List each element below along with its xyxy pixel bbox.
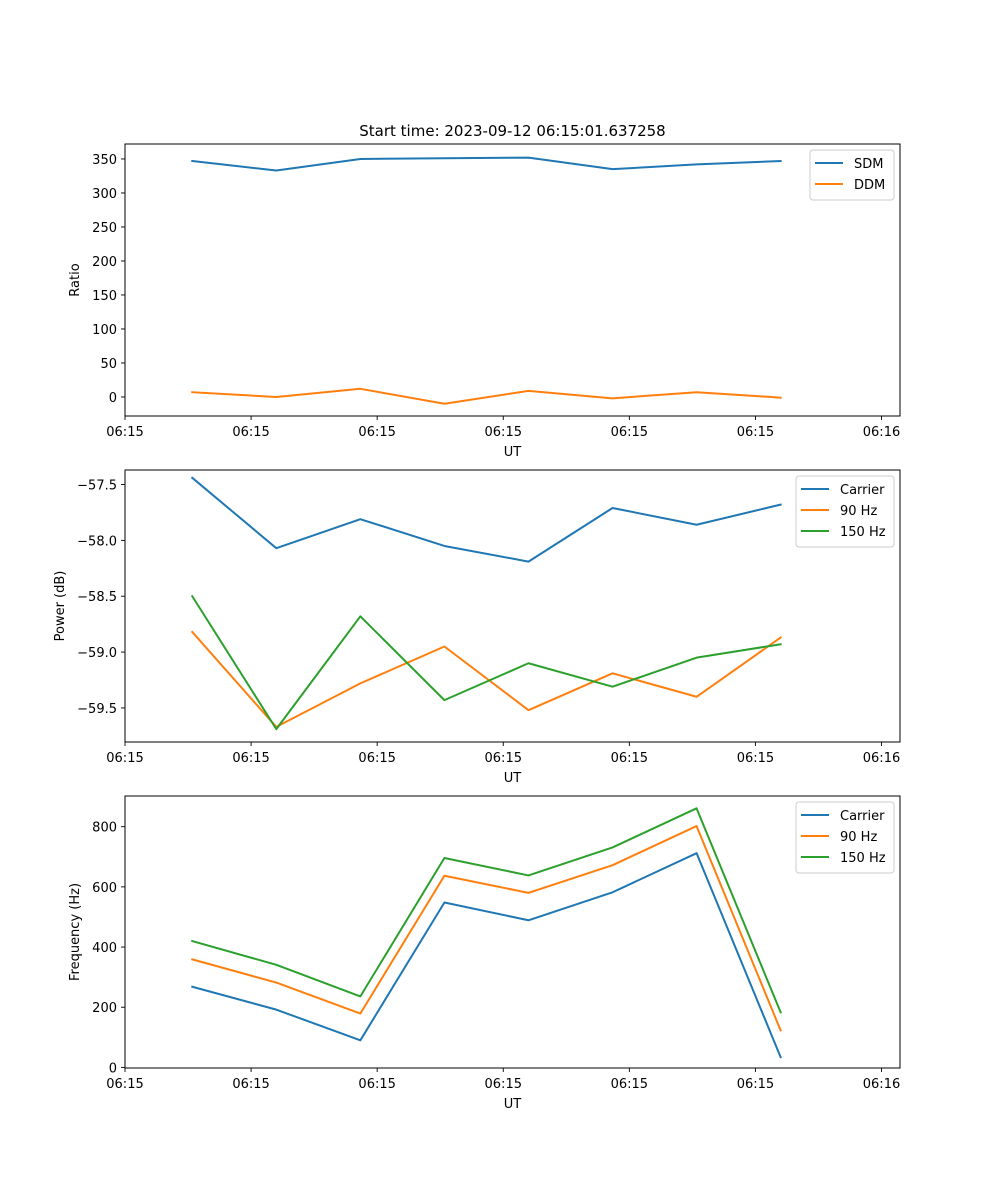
x-tick-label: 06:16 [863, 751, 900, 766]
y-tick-label: 0 [109, 391, 117, 406]
chart-panel-1: 06:15 06:15 06:15 06:15 06:15 06:15 06:16 0 50 10… [68, 143, 901, 460]
legend: SDM DDM [809, 149, 895, 201]
y-tick-label: 150 [92, 289, 117, 304]
x-tick-label: 06:15 [106, 751, 143, 766]
y-tick-label: −57.5 [77, 479, 117, 494]
x-tick-label: 06:15 [737, 425, 774, 440]
x-axis-label: UT [504, 1097, 522, 1112]
x-tick-label: 06:15 [485, 751, 522, 766]
x-axis-label: UT [504, 445, 522, 460]
legend: Carrier 90 Hz 150 Hz [795, 475, 895, 548]
charts-container: 06:15 06:15 06:15 06:15 06:15 06:15 06:16 0 50 10… [53, 143, 901, 1112]
x-tick-label: 06:15 [611, 751, 648, 766]
y-tick-label: 0 [109, 1061, 117, 1076]
series-line-90-hz [190, 630, 783, 728]
y-tick-label: 50 [100, 357, 117, 372]
x-tick-label: 06:15 [358, 751, 395, 766]
series-line-carrier [191, 852, 782, 1059]
y-tick-label: 400 [92, 941, 117, 956]
legend-label: Carrier [840, 809, 885, 824]
series-line-150-hz [190, 594, 782, 731]
legend: Carrier 90 Hz 150 Hz [795, 801, 895, 874]
y-axis-label: Power (dB) [53, 571, 68, 642]
legend-label: 150 Hz [840, 851, 886, 866]
x-tick-label: 06:15 [737, 751, 774, 766]
y-tick-label: 200 [92, 255, 117, 270]
x-tick-label: 06:16 [863, 425, 900, 440]
y-tick-label: −58.0 [77, 534, 117, 549]
y-tick-label: −59.0 [77, 646, 117, 661]
axes-frame [124, 143, 901, 417]
y-tick-label: 250 [92, 221, 117, 236]
y-tick-label: 350 [92, 153, 117, 168]
y-tick-label: 800 [92, 821, 117, 836]
legend-label: DDM [854, 178, 885, 193]
x-tick-label: 06:15 [485, 425, 522, 440]
chart-panel-3: 06:15 06:15 06:15 06:15 06:15 06:15 06:16 0 200 4… [68, 795, 901, 1112]
series-line-150-hz [191, 807, 782, 1014]
y-tick-label: 600 [92, 881, 117, 896]
legend-label: Carrier [840, 483, 885, 498]
x-tick-label: 06:15 [106, 1077, 143, 1092]
series-line-ddm [191, 387, 782, 405]
y-tick-label: 200 [92, 1001, 117, 1016]
x-tick-label: 06:15 [232, 425, 269, 440]
y-axis-label: Ratio [68, 263, 83, 296]
x-tick-label: 06:16 [863, 1077, 900, 1092]
x-tick-label: 06:15 [232, 751, 269, 766]
y-tick-label: −58.5 [77, 590, 117, 605]
chart-panel-2: 06:15 06:15 06:15 06:15 06:15 06:15 06:16 −59.5… [53, 469, 901, 786]
series-line-sdm [191, 156, 782, 172]
y-tick-label: 100 [92, 323, 117, 338]
legend-box [795, 475, 895, 548]
legend-label: 90 Hz [840, 504, 877, 519]
axes-frame [124, 469, 901, 743]
x-tick-label: 06:15 [358, 425, 395, 440]
legend-box [795, 801, 895, 874]
x-tick-label: 06:15 [106, 425, 143, 440]
legend-label: 90 Hz [840, 830, 877, 845]
series-line-90-hz [191, 825, 782, 1032]
y-tick-label: 300 [92, 187, 117, 202]
x-tick-label: 06:15 [611, 425, 648, 440]
legend-label: SDM [854, 157, 883, 172]
x-tick-label: 06:15 [737, 1077, 774, 1092]
y-axis-label: Frequency (Hz) [68, 883, 83, 981]
x-axis-label: UT [504, 771, 522, 786]
y-tick-label: −59.5 [77, 702, 117, 717]
legend-label: 150 Hz [840, 525, 886, 540]
figure-title: Start time: 2023-09-12 06:15:01.637258 [359, 122, 665, 140]
series-line-carrier [190, 476, 782, 563]
x-tick-label: 06:15 [232, 1077, 269, 1092]
x-tick-label: 06:15 [611, 1077, 648, 1092]
x-tick-label: 06:15 [358, 1077, 395, 1092]
axes-frame [124, 795, 901, 1069]
x-tick-label: 06:15 [485, 1077, 522, 1092]
